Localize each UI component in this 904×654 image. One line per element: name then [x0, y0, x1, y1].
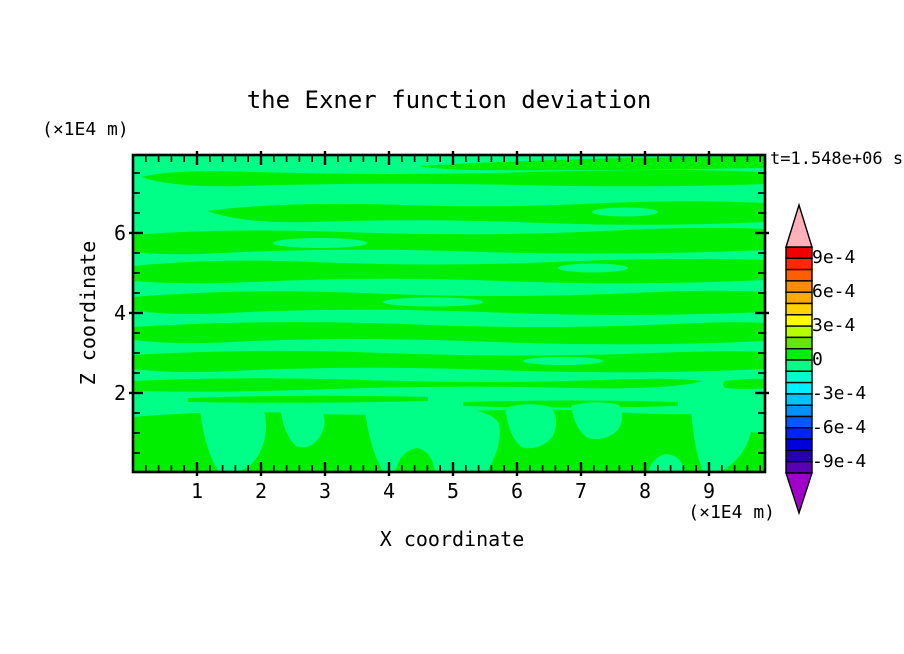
colorbar-tick-label: 0 [812, 349, 823, 370]
colorbar-tick-label: 6e-4 [812, 281, 856, 303]
colorbar-tick-label: -9e-4 [812, 450, 867, 472]
colorbar-segment [785, 336, 813, 350]
colorbar-segment [785, 257, 813, 271]
axis-ticks [129, 151, 769, 476]
colorbar-tick-label: -3e-4 [812, 382, 867, 404]
x-tick-label: 1 [190, 479, 204, 503]
negative-anomaly-region [731, 400, 765, 433]
positive-anomaly-region [188, 395, 428, 403]
colorbar-top-arrow [785, 202, 813, 248]
colorbar-tick-label: -6e-4 [812, 416, 867, 438]
negative-anomaly-region [571, 402, 623, 439]
colorbar-segment [785, 291, 813, 305]
negative-anomaly-region [523, 357, 603, 365]
colorbar-segment [785, 461, 813, 474]
colorbar-tick-label: 3e-4 [812, 315, 856, 337]
x-tick-label: 4 [382, 479, 396, 503]
colorbar-segment [785, 427, 813, 440]
colorbar-segment [785, 314, 813, 327]
negative-anomaly-region [383, 297, 483, 307]
negative-anomaly-region [558, 263, 628, 273]
positive-anomaly-region [463, 400, 678, 408]
x-axis-unit-label: (×1E4 m) [688, 502, 775, 523]
negative-anomaly-region [592, 207, 658, 217]
colorbar-segment [785, 302, 813, 316]
plot-border [131, 153, 767, 474]
positive-anomaly-region [133, 227, 765, 255]
negative-anomaly-region [505, 404, 557, 449]
positive-anomaly-region [133, 350, 765, 373]
x-tick-label: 8 [638, 479, 652, 503]
negative-anomaly-region [200, 405, 267, 472]
x-tick-label: 5 [446, 479, 460, 503]
colorbar-segment [785, 246, 813, 260]
colorbar-segment [785, 359, 813, 373]
colorbar-segment [785, 370, 813, 384]
time-stamp-label: t=1.548e+06 s [770, 149, 904, 169]
positive-anomaly-region [419, 156, 765, 171]
x-axis-title: X coordinate [379, 527, 525, 551]
negative-anomaly-region [273, 237, 367, 249]
page-title: the Exner function deviation [246, 86, 652, 114]
y-axis-unit-label: (×1E4 m) [42, 119, 129, 140]
contour-field-svg [129, 151, 769, 476]
colorbar-segment [785, 438, 813, 452]
negative-anomaly-region [365, 404, 500, 472]
positive-anomaly-region [133, 322, 765, 345]
colorbar-segment [785, 280, 813, 293]
y-tick-label: 2 [113, 381, 126, 405]
negative-anomaly-region [281, 406, 325, 448]
colorbar-segment [785, 449, 813, 463]
colorbar-segment [785, 381, 813, 395]
x-tick-label: 6 [510, 479, 524, 503]
colorbar-segment [785, 325, 813, 339]
positive-anomaly-region [723, 378, 765, 389]
colorbar-segment [785, 393, 813, 406]
y-axis-tick-labels: 2 4 6 [88, 155, 126, 472]
positive-anomaly-region [141, 170, 765, 187]
y-tick-label: 4 [113, 301, 126, 325]
x-tick-label: 3 [318, 479, 332, 503]
positive-anomaly-region [395, 448, 435, 472]
colorbar-svg [785, 202, 813, 516]
x-tick-label: 9 [702, 479, 716, 503]
x-tick-label: 7 [574, 479, 588, 503]
y-axis-title: Z coordinate [76, 240, 100, 386]
x-axis-tick-labels: 1 2 3 4 5 6 7 8 9 [133, 480, 765, 502]
positive-anomaly-region [207, 201, 765, 225]
colorbar-tick-label: 9e-4 [812, 247, 856, 269]
colorbar-segment [785, 268, 813, 282]
colorbar-segment [785, 415, 813, 429]
colorbar-bottom-arrow [785, 472, 813, 516]
positive-anomaly-region [133, 378, 703, 392]
colorbar-tick-labels: 9e-4 6e-4 3e-4 0 -3e-4 -6e-4 -9e-4 [812, 200, 902, 520]
x-tick-label: 2 [254, 479, 268, 503]
y-tick-label: 6 [113, 221, 126, 245]
colorbar-segment [785, 404, 813, 418]
colorbar-segment [785, 347, 813, 361]
